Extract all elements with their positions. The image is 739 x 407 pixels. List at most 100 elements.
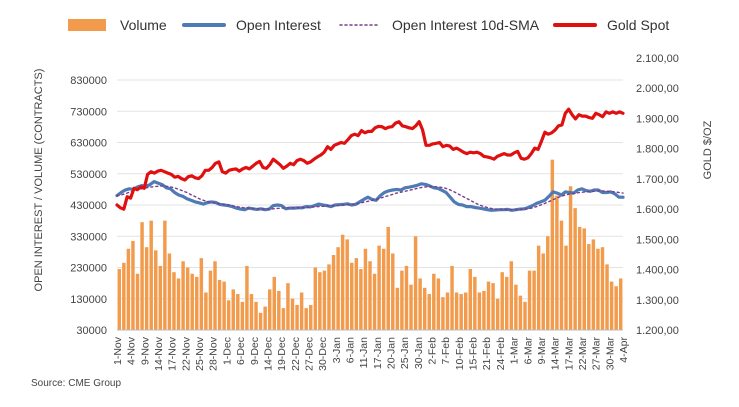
volume-bar <box>596 248 600 330</box>
volume-bar <box>213 261 217 330</box>
x-tick-label: 22-Dec <box>290 337 302 371</box>
volume-bar <box>226 300 231 330</box>
x-tick-label: 15-Feb <box>468 337 480 370</box>
x-tick-label: 4-Nov <box>126 336 138 365</box>
y-tick-label: 230000 <box>70 263 107 275</box>
volume-bar <box>304 308 308 331</box>
volume-bar <box>509 261 514 330</box>
volume-bar <box>140 222 144 330</box>
volume-bar <box>144 247 149 330</box>
volume-bar <box>149 220 153 331</box>
y-axis-title-right: GOLD $/OZ <box>702 120 714 179</box>
volume-bar <box>281 308 286 331</box>
volume-bar <box>254 301 258 331</box>
volume-bar <box>350 262 354 330</box>
y2-tick-label: 1.900,00 <box>636 113 679 125</box>
volume-bar <box>546 236 550 330</box>
x-tick-label: 22-Nov <box>180 336 192 371</box>
volume-bar <box>286 283 290 331</box>
volume-bar <box>564 245 568 331</box>
volume-bar <box>122 262 126 330</box>
x-tick-label: 10-Feb <box>454 337 466 370</box>
volume-bar <box>167 253 172 330</box>
x-tick-label: 30-Jan <box>413 337 425 369</box>
volume-bar <box>432 273 436 330</box>
x-tick-label: 27-Dec <box>303 337 315 371</box>
y-axis-title-left: OPEN INTEREST / VOLUME (CONTRACTS) <box>33 69 45 292</box>
volume-bar <box>491 283 495 331</box>
volume-bar <box>249 294 254 330</box>
y-tick-label: 430000 <box>70 200 107 212</box>
x-tick-label: 17-Mar <box>563 337 575 371</box>
y-tick-label: 130000 <box>70 294 107 306</box>
x-tick-label: 14-Mar <box>550 337 562 371</box>
x-tick-label: 4-Apr <box>618 337 630 363</box>
x-tick-label: 25-Nov <box>194 336 206 371</box>
open-interest-line <box>115 180 625 212</box>
y2-tick-label: 1.400,00 <box>636 265 679 277</box>
y-tick-label: 330000 <box>70 231 107 243</box>
volume-bar <box>568 186 573 330</box>
x-tick-label: 9-Dec <box>249 337 261 365</box>
gold-spot-line <box>115 107 625 211</box>
volume-bar <box>331 255 336 330</box>
volume-bar <box>354 258 359 331</box>
volume-bar <box>195 276 199 331</box>
volume-bar <box>582 228 586 330</box>
volume-bar <box>318 272 322 330</box>
volume-bar <box>176 278 181 330</box>
x-tick-label: 1-Nov <box>112 336 124 365</box>
volume-bar <box>135 273 140 330</box>
axes: 830000 730000 630000 530000 430000 330000 2300… <box>70 53 679 371</box>
volume-bar <box>236 294 240 330</box>
x-tick-label: 6-Jan <box>344 337 356 363</box>
x-tick-label: 11-Jan <box>358 337 370 368</box>
x-tick-label: 30-Dec <box>317 337 329 371</box>
volume-bar <box>181 261 185 330</box>
volume-bar <box>345 239 349 331</box>
volume-bar <box>404 265 409 330</box>
y2-tick-label: 1.300,00 <box>636 295 679 307</box>
volume-bar <box>131 240 135 330</box>
volume-bar <box>199 258 204 331</box>
volume-bar <box>500 272 504 330</box>
volume-bar <box>363 248 368 330</box>
volume-bar <box>340 234 345 330</box>
x-tick-label: 6-Dec <box>235 337 247 365</box>
y2-tick-label: 1.200,00 <box>636 325 679 337</box>
series-lines <box>115 107 625 212</box>
x-tick-label: 19-Dec <box>276 337 288 371</box>
legend-label: Volume <box>120 17 167 33</box>
volume-bar <box>413 236 418 330</box>
source-note: Source: CME Group <box>31 378 121 389</box>
volume-bar <box>573 208 577 331</box>
x-tick-label: 21-Feb <box>481 337 493 370</box>
volume-bar <box>386 226 390 331</box>
y2-tick-label: 1.700,00 <box>636 174 679 186</box>
x-tick-label: 1-Dec <box>221 337 233 365</box>
volume-bar <box>591 239 596 331</box>
volume-bar <box>527 270 532 331</box>
volume-bar <box>395 287 400 330</box>
x-tick-label: 2-Feb <box>427 337 439 365</box>
volume-bar <box>514 284 518 330</box>
legend-swatch <box>68 19 106 31</box>
volume-bar <box>445 292 450 330</box>
volume-bar <box>609 281 614 330</box>
x-tick-label: 30-Mar <box>604 337 616 371</box>
volume-bar <box>477 292 482 330</box>
x-tick-label: 17-Nov <box>167 336 179 371</box>
volume-bar <box>577 226 582 331</box>
x-tick-label: 20-Jan <box>386 337 398 369</box>
volume-bar <box>299 292 304 330</box>
volume-bar <box>327 264 331 331</box>
x-tick-label: 22-Mar <box>577 337 589 371</box>
volume-bar <box>422 287 427 330</box>
y2-tick-label: 1.800,00 <box>636 144 679 156</box>
volume-bar <box>518 295 523 331</box>
volume-bar <box>550 159 555 330</box>
y2-tick-label: 1.600,00 <box>636 204 679 216</box>
volume-bar <box>532 270 536 331</box>
volume-bar <box>536 245 541 331</box>
x-tick-label: 28-Nov <box>208 336 220 371</box>
